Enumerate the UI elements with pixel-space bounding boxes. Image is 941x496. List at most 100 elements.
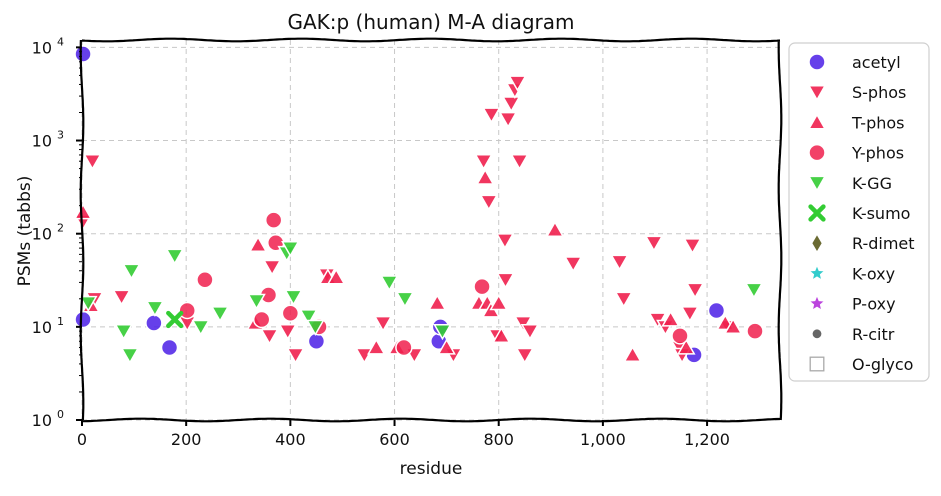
x-tick-label-4: 800 xyxy=(483,430,514,449)
x-tick-label-1: 200 xyxy=(171,430,202,449)
data-point-K-GG-1 xyxy=(114,323,133,341)
y-axis-title: PSMs (tabbs) xyxy=(15,176,35,287)
grid xyxy=(81,40,780,421)
legend-marker-K-GG xyxy=(807,175,827,192)
legend-marker-O-glyco xyxy=(809,356,825,372)
data-point-T-phos-14 xyxy=(489,293,509,311)
data-point-T-phos-21 xyxy=(723,317,743,334)
legend-marker-acetyl xyxy=(808,53,826,71)
data-point-K-GG-4 xyxy=(145,300,165,317)
series-K-sumo xyxy=(166,310,184,329)
data-point-T-phos-9 xyxy=(437,338,456,355)
data-point-T-phos-8 xyxy=(427,293,447,311)
data-point-S-phos-8 xyxy=(278,323,298,341)
legend-label-K-oxy: K-oxy xyxy=(852,264,895,283)
data-point-K-GG-15 xyxy=(395,291,415,308)
y-tick-label-4: 10 4 xyxy=(32,35,64,57)
legend-marker-K-oxy xyxy=(808,264,826,281)
data-point-T-phos-18 xyxy=(661,310,680,327)
y-tick-exp-4: 4 xyxy=(57,35,64,48)
y-tick-label-2: 10 2 xyxy=(32,222,64,244)
data-point-Y-phos-8 xyxy=(395,338,413,357)
x-axis-title: residue xyxy=(400,459,463,479)
data-point-T-phos-11 xyxy=(475,168,495,185)
legend-label-Y-phos: Y-phos xyxy=(851,144,904,163)
legend-label-acetyl: acetyl xyxy=(852,53,901,72)
data-point-K-GG-17 xyxy=(744,282,764,299)
data-point-S-phos-20 xyxy=(498,111,518,129)
axis-ticks: 0 200 400 600 800 1,000 1,200 10 0 10 1 10 2 10 3 10 4 xyxy=(32,35,730,449)
data-point-K-GG-13 xyxy=(306,319,325,336)
data-point-K-GG-8 xyxy=(247,293,266,310)
y-tick-base-1: 10 xyxy=(32,318,52,337)
data-point-acetyl-3 xyxy=(160,338,179,357)
data-point-acetyl-1 xyxy=(74,310,92,329)
data-point-S-phos-3 xyxy=(112,289,131,306)
x-tick-label-0: 0 xyxy=(77,430,87,449)
data-point-acetyl-2 xyxy=(145,314,163,332)
data-point-Y-phos-2 xyxy=(252,310,271,329)
y-tick-base-2: 10 xyxy=(32,225,52,244)
legend: acetyl S-phos T-phos Y-phos K-GG K-sumo R-dime… xyxy=(788,42,930,382)
legend-marker-P-oxy xyxy=(808,294,826,312)
data-point-K-GG-12 xyxy=(299,309,318,326)
data-point-S-phos-6 xyxy=(262,259,282,277)
series-T-phos xyxy=(73,168,743,363)
data-point-K-GG-10 xyxy=(281,240,300,258)
data-point-S-phos-37 xyxy=(683,238,702,255)
data-point-T-phos-15 xyxy=(492,326,511,344)
data-point-acetyl-4 xyxy=(307,332,326,351)
y-tick-label-1: 10 1 xyxy=(32,315,64,337)
data-point-S-phos-16 xyxy=(482,107,501,124)
data-point-S-phos-26 xyxy=(515,347,535,364)
data-point-S-phos-10 xyxy=(355,347,374,364)
legend-label-S-phos: S-phos xyxy=(852,83,906,102)
data-point-S-phos-24 xyxy=(510,154,529,171)
data-point-S-phos-28 xyxy=(563,256,583,273)
y-tick-base-0: 10 xyxy=(32,411,52,430)
data-point-Y-phos-10 xyxy=(671,327,689,345)
data-point-T-phos-5 xyxy=(326,268,346,285)
data-point-Y-phos-6 xyxy=(281,304,300,322)
data-point-S-phos-21 xyxy=(501,96,521,113)
data-point-S-phos-29 xyxy=(610,254,629,271)
data-point-S-phos-18 xyxy=(495,233,515,250)
chart-title: GAK:p (human) M-A diagram xyxy=(287,10,574,34)
data-point-S-phos-25 xyxy=(513,315,533,333)
data-point-acetyl-8 xyxy=(707,301,726,320)
data-point-S-phos-27 xyxy=(520,323,540,341)
data-points xyxy=(73,45,764,364)
plot-frame xyxy=(79,37,783,423)
data-point-Y-phos-4 xyxy=(264,211,283,229)
x-tick-label-2: 400 xyxy=(275,430,306,449)
data-point-T-phos-6 xyxy=(367,338,386,355)
data-point-S-phos-15 xyxy=(479,194,499,211)
data-point-K-GG-16 xyxy=(433,323,452,341)
data-point-K-GG-6 xyxy=(191,319,211,336)
data-point-S-phos-38 xyxy=(685,282,705,299)
legend-label-K-GG: K-GG xyxy=(852,174,892,193)
data-point-S-phos-14 xyxy=(474,154,493,171)
data-point-T-phos-17 xyxy=(623,345,642,363)
x-tick-label-5: 1,000 xyxy=(580,430,626,449)
y-tick-exp-2: 2 xyxy=(57,222,64,235)
data-point-S-phos-7 xyxy=(286,347,305,364)
legend-marker-R-dimet xyxy=(811,233,823,253)
legend-label-T-phos: T-phos xyxy=(851,113,905,132)
data-point-S-phos-5 xyxy=(260,328,279,345)
y-tick-exp-3: 3 xyxy=(57,129,64,142)
y-tick-base-3: 10 xyxy=(32,132,52,151)
data-point-T-phos-16 xyxy=(545,220,565,237)
legend-marker-S-phos xyxy=(807,85,827,102)
y-tick-exp-1: 1 xyxy=(57,315,64,328)
legend-marker-T-phos xyxy=(807,113,827,130)
data-point-K-GG-0 xyxy=(78,295,98,313)
data-point-S-phos-23 xyxy=(508,75,527,92)
data-point-acetyl-0 xyxy=(74,45,92,63)
data-point-S-phos-30 xyxy=(614,291,634,308)
y-tick-base-4: 10 xyxy=(32,38,52,57)
data-point-K-sumo-0 xyxy=(166,310,184,329)
legend-label-R-citr: R-citr xyxy=(852,325,895,344)
